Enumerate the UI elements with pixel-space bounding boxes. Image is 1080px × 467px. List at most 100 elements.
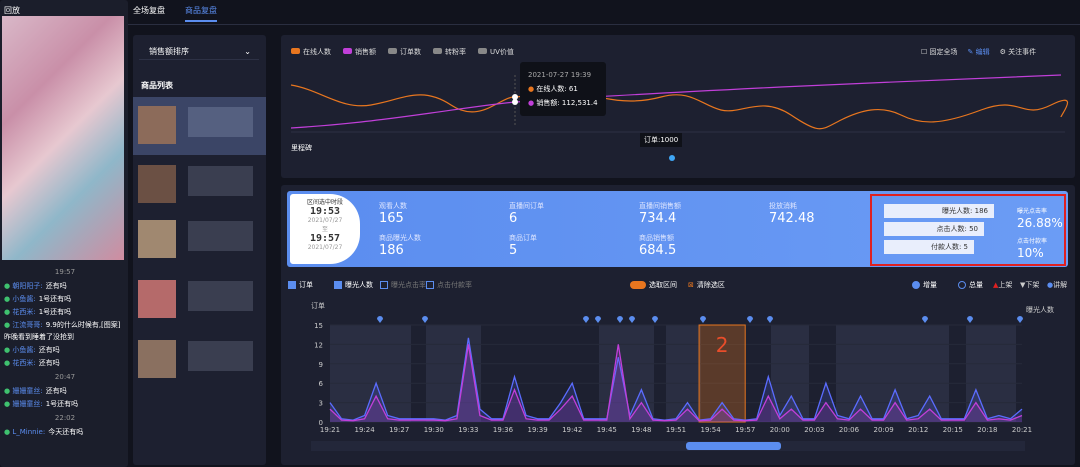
product-item[interactable] (133, 215, 266, 270)
metric-value: 742.48 (769, 211, 815, 226)
chat-dot: ● (4, 346, 13, 354)
chat-message: ● 花西米: 1号还有吗 (4, 306, 126, 318)
chat-user: 朝阳阳子: (12, 282, 43, 290)
legend-item[interactable]: 销售额 (343, 48, 376, 56)
legend-text: 转粉率 (445, 48, 466, 56)
chat-text: 还有吗 (38, 359, 60, 367)
range-to: 至 (321, 226, 328, 233)
chat-user: 花西米: (12, 359, 36, 367)
trend-lines (290, 74, 1069, 161)
range-date: 2021/07/27 (307, 244, 343, 251)
chat-message: ● 姗姗童丝: 1号还有吗 (4, 398, 126, 410)
x-tick-label: 19:39 (528, 426, 548, 434)
checkbox[interactable]: 订单 (288, 280, 313, 290)
chat-feed: 19:57 ● 朝阳阳子: 还有吗 ● 小鱼酱: 1号还有吗 ● 花西米: 1号还有吗 ● 江… (4, 264, 126, 439)
radio[interactable]: 总量 (958, 280, 983, 290)
legend-item[interactable]: 在线人数 (291, 48, 331, 56)
control-icon: ☐ (921, 48, 930, 56)
tooltip: 2021-07-27 19:39 ● 在线人数: 61 ● 销售额: 112,5… (520, 62, 606, 116)
event-text: 讲解 (1053, 281, 1068, 289)
legend-swatch (291, 48, 300, 54)
scroll-thumb[interactable] (686, 442, 781, 450)
x-tick-label: 20:21 (1012, 426, 1032, 434)
divider (128, 24, 1080, 25)
event-pin (767, 316, 773, 323)
sidebar-title: 回放 (4, 6, 20, 15)
event-icon: ▲ (993, 281, 999, 289)
rate-value: 26.88% (1017, 216, 1063, 230)
checkbox-box (334, 281, 342, 289)
radio[interactable]: 增量 (912, 280, 937, 290)
legend-swatch (478, 48, 487, 54)
chat-message: ● 江流哥哥: 9.9的什么时候有,[图案]昨晚看到睡着了没抢到 (4, 319, 126, 343)
legend-swatch (388, 48, 397, 54)
chat-message: ● 小鱼酱: 还有吗 (4, 344, 126, 356)
metric: 投放消耗 742.48 (769, 201, 815, 226)
control-icon: ✎ (967, 48, 976, 56)
toggle-switch (630, 281, 646, 289)
x-tick-label: 20:18 (977, 426, 997, 434)
product-item[interactable] (133, 160, 266, 210)
metric-value: 5 (509, 243, 518, 258)
tooltip-text: 在线人数: 61 (536, 85, 578, 93)
checkbox[interactable]: 点击付款率 (426, 280, 472, 290)
y-tick-label: 12 (314, 341, 323, 349)
chat-user: 姗姗童丝: (12, 387, 43, 395)
control[interactable]: ⚙ 关注事件 (1000, 48, 1037, 56)
selection-annotation: 2 (716, 333, 729, 357)
metric: 观看人数 165 (379, 201, 407, 226)
chat-message: ● 小鱼酱: 1号还有吗 (4, 293, 126, 305)
checkbox-box (288, 281, 296, 289)
control[interactable]: ☐ 固定全场 (921, 48, 958, 56)
product-item[interactable] (133, 275, 266, 330)
rate-label: 曝光点击率 (1017, 208, 1048, 215)
checkbox[interactable]: 曝光人数 (334, 280, 373, 290)
range-end: 19:57 (309, 233, 341, 244)
scroll-track (311, 441, 1025, 451)
chat-user: 江流哥哥: (12, 321, 43, 329)
legend-item[interactable]: 转粉率 (433, 48, 466, 56)
legend-swatch (433, 48, 442, 54)
chat-dot: ● (4, 400, 13, 408)
legend-item[interactable]: UV价值 (478, 48, 514, 56)
legend-item[interactable]: 订单数 (388, 48, 421, 56)
chat-message: ● 朝阳阳子: 还有吗 (4, 280, 126, 292)
event-text: 下架 (1025, 281, 1040, 289)
event-legend: ▼下架 (1020, 280, 1039, 290)
y-tick-label: 0 (319, 419, 323, 427)
x-tick-label: 19:21 (320, 426, 340, 434)
toggle[interactable]: 选取区间 (630, 280, 677, 290)
metric-label: 直播间订单 (509, 202, 544, 210)
list-title: 商品列表 (141, 81, 173, 90)
sort-dropdown[interactable]: 销售额排序 ⌄ (139, 44, 259, 60)
tab[interactable]: 商品复盘 (185, 5, 217, 22)
metric-label: 商品订单 (509, 234, 537, 242)
control[interactable]: ✎ 编辑 (968, 48, 990, 56)
chat-user: 花西米: (12, 308, 36, 316)
product-item[interactable] (133, 97, 266, 155)
legend-text: 在线人数 (303, 48, 331, 56)
rate-value: 10% (1017, 246, 1044, 260)
tab[interactable]: 全场复盘 (133, 6, 165, 15)
clear-button[interactable]: ⊠ 清除选区 (688, 280, 725, 290)
checkbox-text: 订单 (299, 281, 313, 289)
tooltip-time: 2021-07-27 19:39 (528, 71, 592, 79)
checkbox-text: 曝光点击率 (391, 281, 426, 289)
control-text: 关注事件 (1008, 48, 1037, 56)
metric-value: 6 (509, 211, 518, 226)
toggle-text: 选取区间 (649, 281, 677, 289)
event-pin (377, 316, 383, 323)
metric-label: 直播间销售额 (639, 202, 681, 210)
metric-value: 186 (379, 243, 404, 258)
metric: 直播间订单 6 (509, 201, 544, 226)
checkbox[interactable]: 曝光点击率 (380, 280, 426, 290)
event-pin (422, 316, 428, 323)
sidebar: 回放 19:57 ● 朝阳阳子: 还有吗 ● 小鱼酱: 1号还有吗 ● 花西米: 1号还有吗… (0, 0, 128, 467)
milestone-dot (669, 155, 675, 161)
chat-text: 9.9的什么时候有,[图案]昨晚看到睡着了没抢到 (4, 321, 121, 341)
product-item[interactable] (133, 335, 266, 390)
radio-dot (958, 281, 966, 289)
metric-label: 商品曝光人数 (379, 234, 421, 242)
y-tick-label: 6 (319, 380, 324, 388)
